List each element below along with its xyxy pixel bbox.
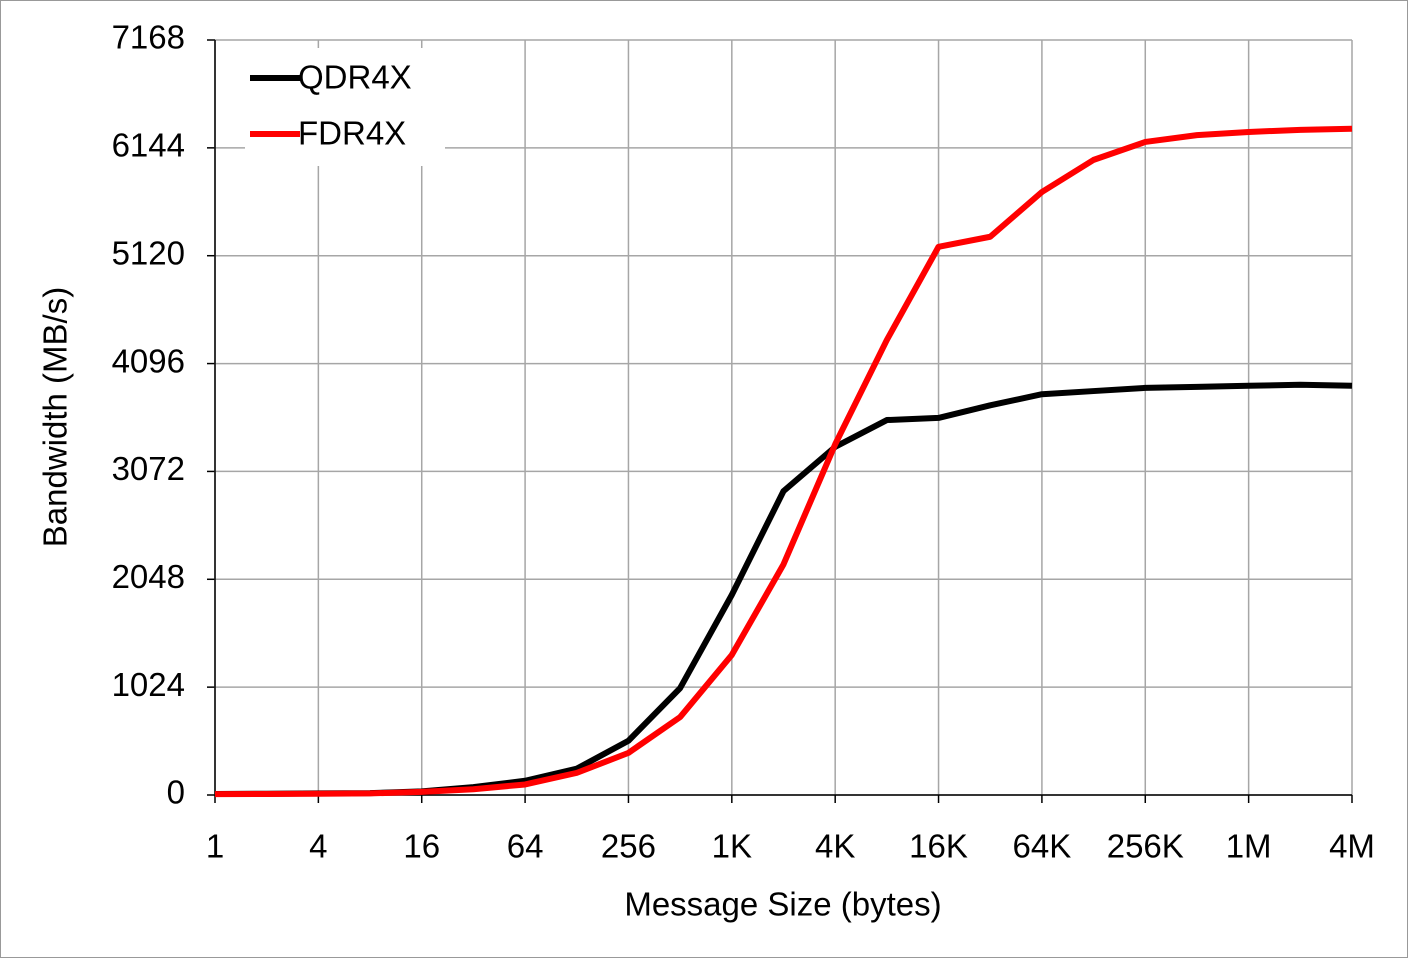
legend-label: QDR4X: [298, 59, 412, 96]
y-tick-label: 3072: [112, 450, 185, 487]
legend-label: FDR4X: [298, 115, 406, 152]
x-tick-label: 1M: [1226, 828, 1272, 865]
y-tick-label: 7168: [112, 19, 185, 56]
x-tick-label: 64: [507, 828, 544, 865]
y-tick-label: 5120: [112, 234, 185, 271]
x-tick-label: 4K: [815, 828, 855, 865]
y-tick-label: 1024: [112, 666, 185, 703]
y-tick-label: 0: [167, 774, 185, 811]
x-tick-label: 1K: [712, 828, 752, 865]
y-axis-label: Bandwidth (MB/s): [37, 287, 74, 547]
x-tick-label: 1: [206, 828, 224, 865]
x-tick-label: 4M: [1329, 828, 1375, 865]
x-tick-label: 256: [601, 828, 656, 865]
x-tick-label: 16: [403, 828, 440, 865]
x-tick-label: 256K: [1107, 828, 1184, 865]
y-tick-label: 4096: [112, 342, 185, 379]
x-axis-label: Message Size (bytes): [624, 886, 941, 923]
series-line: [214, 125, 1353, 798]
y-tick-label: 6144: [112, 127, 185, 164]
y-tick-label: 2048: [112, 558, 185, 595]
x-tick-label: 4: [309, 828, 327, 865]
x-tick-label: 64K: [1013, 828, 1072, 865]
x-tick-label: 16K: [909, 828, 968, 865]
legend-box: [245, 48, 445, 166]
